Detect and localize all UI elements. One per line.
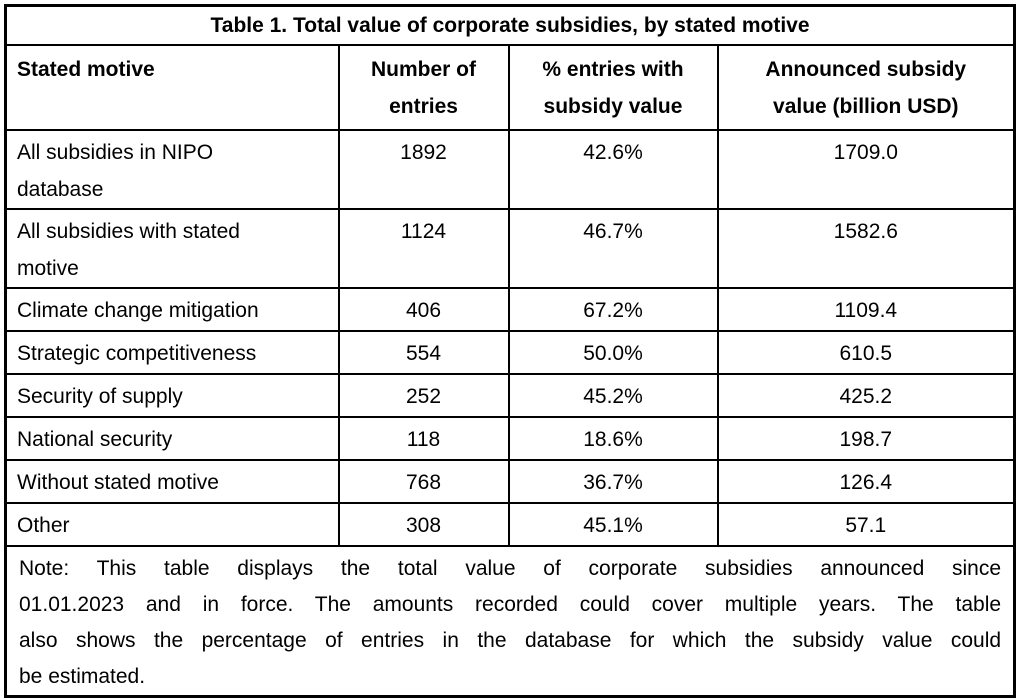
cell-motive: All subsidies in NIPO database — [4, 128, 340, 210]
cell-pct: 45.2% — [507, 372, 719, 418]
cell-value: 1709.0 — [716, 128, 1016, 210]
cell-motive: Other — [4, 501, 340, 547]
table-row: Climate change mitigation 406 67.2% 1109… — [4, 286, 1016, 332]
subsidies-table-container: Table 1. Total value of corporate subsid… — [4, 4, 1017, 698]
cell-entries: 1892 — [337, 128, 510, 210]
cell-pct: 45.1% — [507, 501, 719, 547]
cell-motive: Strategic competitiveness — [4, 329, 340, 375]
column-header-stated-motive: Stated motive — [4, 43, 340, 131]
cell-pct: 50.0% — [507, 329, 719, 375]
cell-value: 126.4 — [716, 458, 1016, 504]
cell-entries: 252 — [337, 372, 510, 418]
table-row: Security of supply 252 45.2% 425.2 — [4, 372, 1016, 418]
cell-motive: National security — [4, 415, 340, 461]
table-row: Other 308 45.1% 57.1 — [4, 501, 1016, 547]
cell-pct: 46.7% — [507, 207, 719, 289]
table-note: Note: This table displays the total valu… — [4, 544, 1016, 697]
cell-entries: 554 — [337, 329, 510, 375]
table-row: All subsidies in NIPO database 1892 42.6… — [4, 128, 1016, 210]
cell-entries: 308 — [337, 501, 510, 547]
cell-value: 1582.6 — [716, 207, 1016, 289]
note-line: Note: This table displays the total valu… — [19, 556, 1002, 580]
table-header-row: Stated motive Number of entries % entrie… — [4, 43, 1016, 131]
note-line: also shows the percentage of entries in … — [19, 628, 1002, 652]
cell-entries: 406 — [337, 286, 510, 332]
cell-value: 425.2 — [716, 372, 1016, 418]
cell-pct: 42.6% — [507, 128, 719, 210]
note-line: be estimated. — [19, 664, 146, 688]
cell-motive: All subsidies with stated motive — [4, 207, 340, 289]
cell-entries: 768 — [337, 458, 510, 504]
table-row: National security 118 18.6% 198.7 — [4, 415, 1016, 461]
table-title-row: Table 1. Total value of corporate subsid… — [4, 4, 1016, 46]
cell-value: 198.7 — [716, 415, 1016, 461]
table-note-row: Note: This table displays the total valu… — [4, 544, 1016, 697]
subsidies-table: Table 1. Total value of corporate subsid… — [4, 4, 1017, 698]
cell-value: 57.1 — [716, 501, 1016, 547]
column-header-number-of-entries: Number of entries — [337, 43, 510, 131]
cell-value: 610.5 — [716, 329, 1016, 375]
table-row: Without stated motive 768 36.7% 126.4 — [4, 458, 1016, 504]
cell-pct: 67.2% — [507, 286, 719, 332]
cell-motive: Climate change mitigation — [4, 286, 340, 332]
cell-motive: Security of supply — [4, 372, 340, 418]
cell-pct: 18.6% — [507, 415, 719, 461]
table-title: Table 1. Total value of corporate subsid… — [4, 4, 1016, 46]
cell-entries: 118 — [337, 415, 510, 461]
note-line: 01.01.2023 and in force. The amounts rec… — [19, 592, 1002, 616]
column-header-announced-value: Announced subsidy value (billion USD) — [716, 43, 1016, 131]
table-row: Strategic competitiveness 554 50.0% 610.… — [4, 329, 1016, 375]
cell-pct: 36.7% — [507, 458, 719, 504]
cell-entries: 1124 — [337, 207, 510, 289]
cell-motive: Without stated motive — [4, 458, 340, 504]
table-row: All subsidies with stated motive 1124 46… — [4, 207, 1016, 289]
column-header-pct-entries: % entries with subsidy value — [507, 43, 719, 131]
cell-value: 1109.4 — [716, 286, 1016, 332]
